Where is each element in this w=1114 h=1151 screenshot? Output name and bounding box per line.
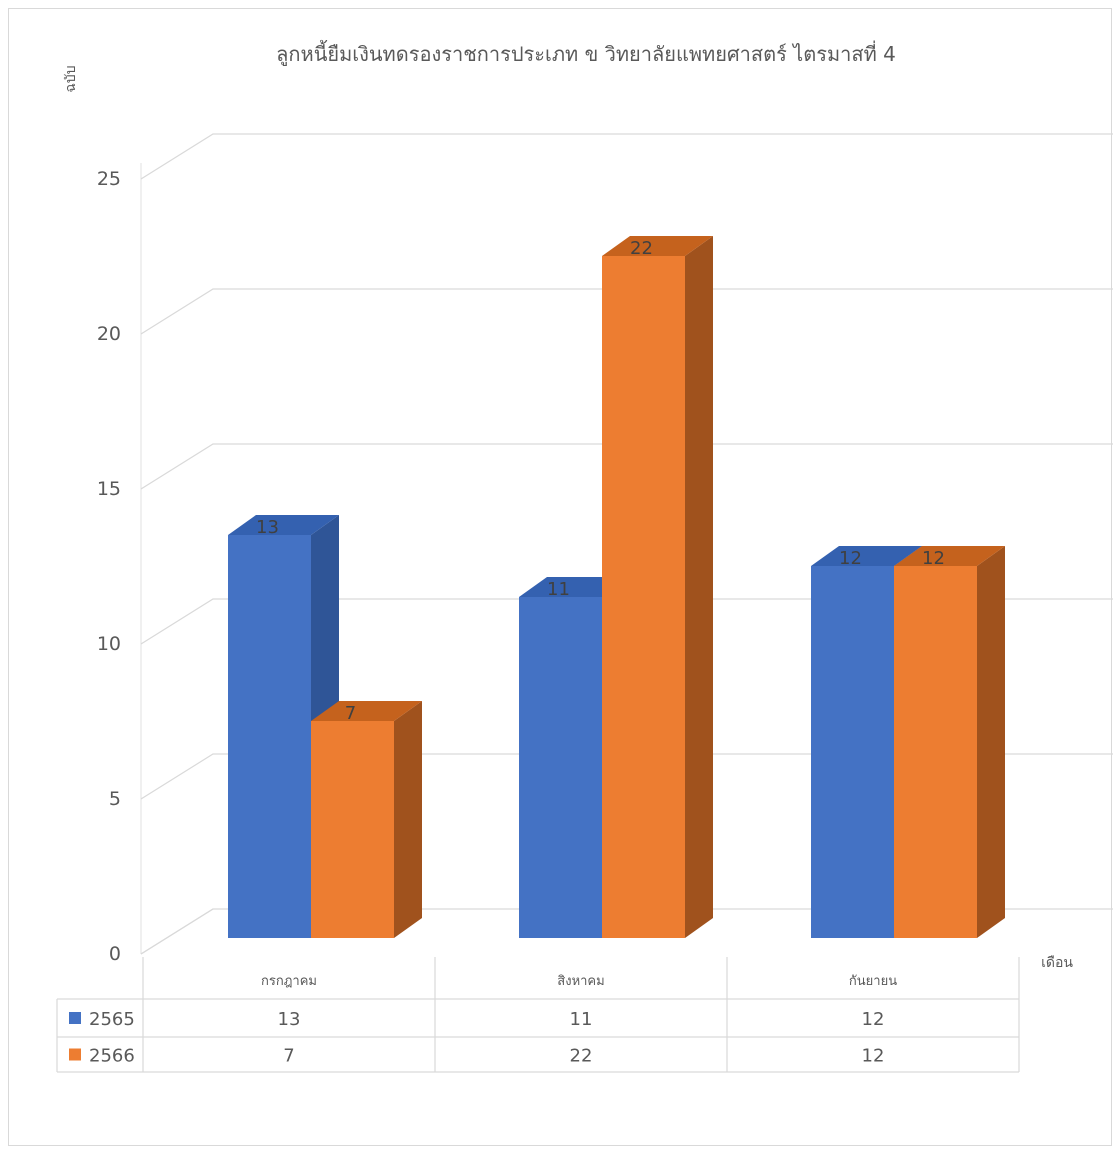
bar-top (228, 515, 339, 535)
y-tick-label: 15 (97, 478, 121, 500)
legend-series-name: 2566 (89, 1046, 135, 1067)
bar (602, 236, 713, 938)
bar-front (602, 256, 685, 938)
x-axis-label: เดือน (1041, 955, 1073, 971)
gridline (140, 443, 1113, 490)
table-cell: 7 (283, 1046, 294, 1067)
data-label: 22 (630, 238, 653, 259)
bar-top (811, 546, 922, 566)
bar (228, 515, 339, 938)
data-label: 11 (547, 579, 570, 600)
y-tick-label: 5 (109, 788, 121, 810)
chart-title: ลูกหนี้ยืมเงินทดรองราชการประเภท ข วิทยาล… (276, 40, 896, 67)
bars (228, 236, 1005, 938)
bar-top (311, 701, 422, 721)
bar (894, 546, 1005, 938)
table-cell: 12 (862, 1046, 885, 1067)
bar-side (977, 546, 1005, 938)
bar-front (228, 535, 311, 938)
table-cell: 22 (570, 1046, 593, 1067)
bar-front (519, 597, 602, 938)
data-label: 12 (922, 548, 945, 569)
table-category-label: กันยายน (849, 974, 897, 989)
data-labels: 13 7 11 22 12 12 (256, 238, 945, 724)
bar-front (811, 566, 894, 938)
chart-walls (140, 163, 214, 955)
data-label: 12 (839, 548, 862, 569)
legend-swatch (69, 1012, 81, 1024)
bar-front (311, 721, 394, 938)
table-category-label: กรกฎาคม (261, 974, 317, 989)
gridline (140, 288, 1113, 335)
data-label: 13 (256, 517, 279, 538)
bar-top (894, 546, 1005, 566)
chart-frame: 0 5 10 15 20 25 13 7 11 22 12 12 กรกฎาคม สิงหาคม กัน… (8, 8, 1113, 1146)
y-tick-label: 0 (109, 943, 121, 965)
bar-top (602, 236, 713, 256)
y-axis-label: ฉบับ (63, 65, 79, 92)
bar-front (894, 566, 977, 938)
bar (311, 701, 422, 938)
legend-series-name: 2565 (89, 1009, 135, 1030)
gridlines (140, 133, 1113, 955)
y-axis-ticks: 0 5 10 15 20 25 (97, 168, 121, 965)
y-tick-label: 10 (97, 633, 121, 655)
bar-side (394, 701, 422, 938)
chart-svg: 0 5 10 15 20 25 13 7 11 22 12 12 กรกฎาคม สิงหาคม กัน… (56, 40, 1113, 1073)
table-cell: 11 (570, 1009, 593, 1030)
table-category-label: สิงหาคม (557, 974, 604, 989)
table-cell: 13 (278, 1009, 301, 1030)
data-table: กรกฎาคม สิงหาคม กันยายน 2565 13 11 12 2566 7 22 12 (56, 957, 1020, 1073)
y-tick-label: 25 (97, 168, 121, 190)
table-cell: 12 (862, 1009, 885, 1030)
bar-side (685, 236, 713, 938)
legend-swatch (69, 1048, 81, 1061)
data-label: 7 (345, 703, 356, 724)
y-tick-label: 20 (97, 323, 121, 345)
gridline (140, 133, 1113, 180)
